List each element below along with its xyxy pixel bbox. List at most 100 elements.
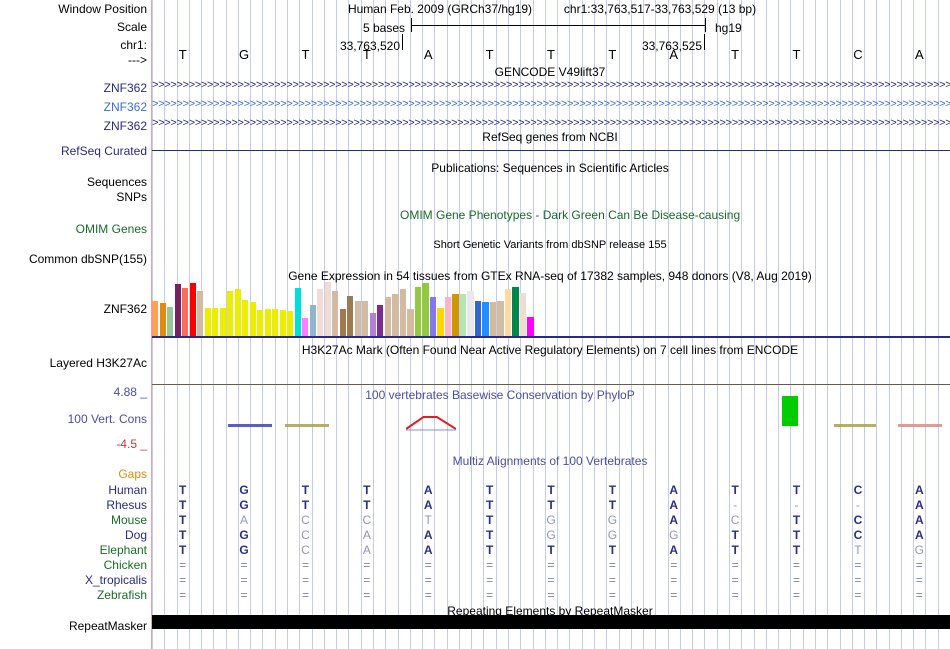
conservation-track-label[interactable]: 100 Vert. Cons: [67, 412, 147, 426]
gtex-tissue-bar[interactable]: [212, 308, 219, 336]
alignment-base: =: [486, 588, 494, 602]
gtex-tissue-bar[interactable]: [257, 310, 264, 336]
gtex-tissue-bar[interactable]: [234, 289, 241, 336]
gtex-tissue-bar[interactable]: [489, 302, 497, 336]
gtex-tissue-bar[interactable]: [287, 311, 294, 336]
gtex-tissue-bar[interactable]: [272, 309, 279, 336]
gtex-tissue-bar[interactable]: [362, 301, 369, 336]
position-title[interactable]: chr1:33,763,517-33,763,529 (13 bp): [563, 2, 757, 16]
gtex-tissue-bar[interactable]: [249, 302, 256, 336]
alignment-base: T: [608, 543, 617, 557]
refseq-curated-label[interactable]: RefSeq Curated: [60, 144, 147, 158]
alignment-base: A: [914, 513, 924, 527]
gencode-row-3-label[interactable]: ZNF362: [103, 119, 147, 133]
gtex-tissue-bar[interactable]: [444, 297, 452, 336]
alignment-base: T: [608, 483, 617, 497]
gtex-gene-label[interactable]: ZNF362: [103, 302, 147, 316]
gtex-tissue-bar[interactable]: [399, 289, 407, 336]
repeatmasker-feature-bar[interactable]: [152, 615, 950, 629]
alignment-base: =: [793, 573, 801, 587]
gtex-tissue-bar[interactable]: [459, 294, 467, 336]
conservation-bar-low[interactable]: [228, 424, 272, 427]
conservation-bar-low[interactable]: [834, 424, 876, 427]
gtex-tissue-bar[interactable]: [377, 305, 384, 336]
gtex-tissue-bar[interactable]: [369, 313, 376, 336]
gtex-tissue-bar[interactable]: [512, 287, 519, 336]
gtex-tissue-bar[interactable]: [354, 301, 361, 336]
repeatmasker-label[interactable]: RepeatMasker: [68, 619, 147, 633]
gtex-tissue-bar[interactable]: [182, 288, 189, 336]
gencode-transcript-1[interactable]: >>>>>>>>>>>>>>>>>>>>>>>>>>>>>>>>>>>>>>>>…: [152, 81, 950, 92]
gencode-transcript-3[interactable]: >>>>>>>>>>>>>>>>>>>>>>>>>>>>>>>>>>>>>>>>…: [152, 119, 950, 130]
gtex-expression-barchart[interactable]: [152, 280, 950, 336]
gtex-tissue-bar[interactable]: [474, 301, 482, 336]
gtex-tissue-bar[interactable]: [519, 293, 527, 336]
gtex-tissue-bar[interactable]: [302, 318, 309, 336]
gtex-tissue-bar[interactable]: [482, 302, 489, 336]
gtex-tissue-bar[interactable]: [347, 296, 354, 336]
gtex-tissue-bar[interactable]: [324, 282, 331, 336]
alignment-base: T: [547, 543, 555, 557]
sequence-base: T: [362, 47, 371, 62]
gtex-tissue-bar[interactable]: [204, 308, 211, 336]
species-label-chicken[interactable]: Chicken: [103, 558, 147, 572]
omim-genes-label[interactable]: OMIM Genes: [75, 222, 147, 236]
gtex-tissue-bar[interactable]: [414, 287, 422, 336]
gtex-tissue-bar[interactable]: [159, 303, 166, 336]
phylop-conservation-plot[interactable]: [0, 384, 950, 454]
gencode-row-1-label[interactable]: ZNF362: [103, 81, 147, 95]
gtex-tissue-bar[interactable]: [437, 308, 444, 336]
alignment-base: T: [547, 498, 555, 512]
gtex-tissue-bar[interactable]: [279, 310, 286, 336]
gtex-tissue-bar[interactable]: [339, 309, 346, 336]
scale-tick-right: [705, 18, 706, 32]
gtex-tissue-bar[interactable]: [227, 291, 234, 336]
gencode-row-2-label[interactable]: ZNF362: [103, 100, 147, 114]
alignment-base: =: [547, 588, 555, 602]
conservation-arch-positive[interactable]: [406, 414, 456, 432]
gtex-tissue-bar[interactable]: [309, 305, 316, 336]
gtex-tissue-bar[interactable]: [197, 291, 204, 336]
gtex-tissue-bar[interactable]: [332, 291, 339, 336]
refseq-feature-line[interactable]: [152, 150, 950, 151]
gtex-tissue-bar[interactable]: [407, 309, 414, 336]
gtex-tissue-bar[interactable]: [527, 317, 534, 336]
gtex-tissue-bar[interactable]: [384, 297, 391, 336]
gaps-label[interactable]: Gaps: [118, 467, 147, 481]
species-label-elephant[interactable]: Elephant: [99, 543, 147, 557]
gencode-transcript-2[interactable]: >>>>>>>>>>>>>>>>>>>>>>>>>>>>>>>>>>>>>>>>…: [152, 100, 950, 111]
conservation-bar-low[interactable]: [285, 424, 329, 427]
sequences-label[interactable]: Sequences: [86, 175, 147, 189]
gtex-tissue-bar[interactable]: [467, 291, 474, 336]
conservation-bar-positive[interactable]: [782, 396, 798, 426]
gtex-tissue-bar[interactable]: [152, 301, 159, 336]
snps-label[interactable]: SNPs: [116, 190, 147, 204]
gtex-tissue-bar[interactable]: [174, 284, 181, 336]
gtex-tissue-bar[interactable]: [429, 297, 437, 336]
gtex-tissue-bar[interactable]: [504, 289, 512, 336]
gtex-tissue-bar[interactable]: [392, 294, 399, 336]
gtex-tissue-bar[interactable]: [264, 309, 271, 336]
gtex-tissue-bar[interactable]: [219, 308, 226, 336]
common-dbsnp-label[interactable]: Common dbSNP(155): [28, 252, 147, 266]
species-label-mouse[interactable]: Mouse: [110, 513, 147, 527]
gtex-tissue-bar[interactable]: [422, 283, 429, 336]
gtex-tissue-bar[interactable]: [294, 288, 301, 336]
layered-h3k27ac-label[interactable]: Layered H3K27Ac: [49, 356, 147, 370]
strand-arrow-label: --->: [128, 53, 147, 67]
gtex-tissue-bar[interactable]: [189, 283, 196, 336]
gtex-tissue-bar[interactable]: [452, 294, 459, 336]
species-label-dog[interactable]: Dog: [124, 528, 147, 542]
sequence-base: T: [301, 47, 310, 62]
gtex-tissue-bar[interactable]: [167, 307, 174, 336]
species-label-human[interactable]: Human: [108, 483, 147, 497]
gtex-tissue-bar[interactable]: [242, 300, 249, 336]
gtex-tissue-bar[interactable]: [497, 301, 504, 336]
gridline: [496, 0, 497, 649]
conservation-bar-low[interactable]: [898, 424, 942, 427]
species-label-x_tropicalis[interactable]: X_tropicalis: [84, 573, 147, 587]
gtex-tissue-bar[interactable]: [317, 289, 324, 336]
species-label-rhesus[interactable]: Rhesus: [106, 498, 147, 512]
alignment-base: A: [669, 498, 679, 512]
species-label-zebrafish[interactable]: Zebrafish: [96, 588, 147, 602]
